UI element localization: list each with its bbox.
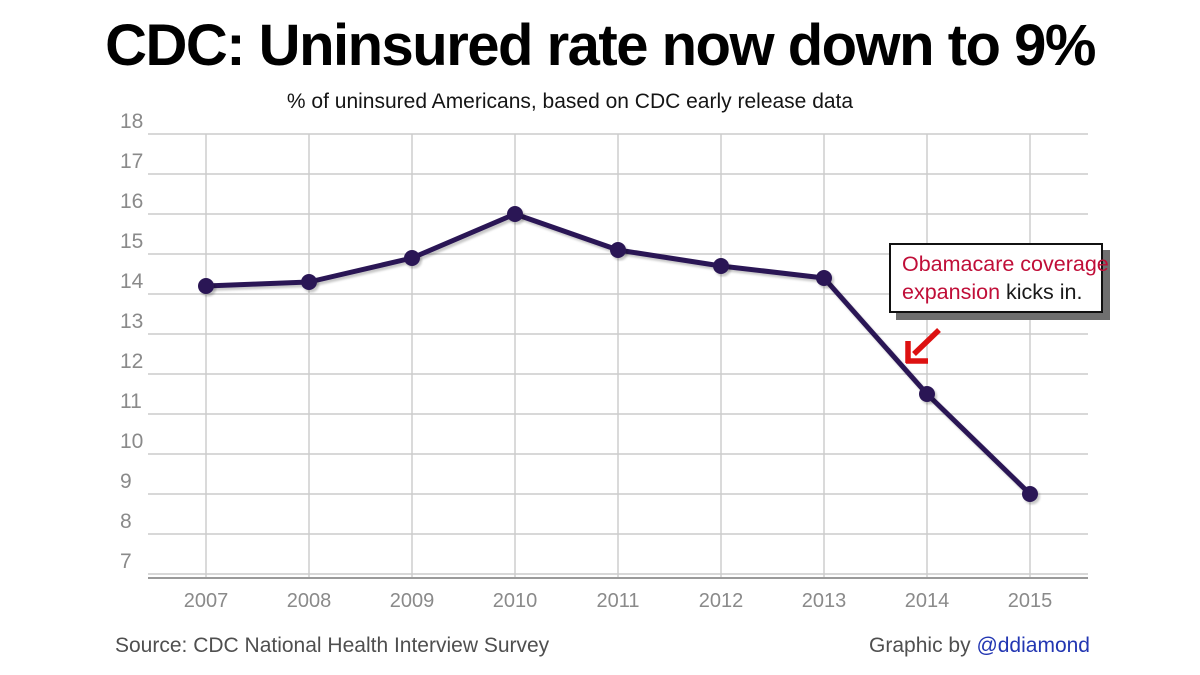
x-tick-label: 2015	[1008, 590, 1053, 612]
chart-subtitle: % of uninsured Americans, based on CDC e…	[286, 90, 854, 113]
y-tick-label: 13	[120, 310, 143, 333]
data-point	[919, 386, 935, 402]
y-tick-label: 17	[120, 150, 143, 173]
annotation-line1: Obamacare coverage	[902, 252, 1109, 276]
annotation-line2-black: kicks in.	[1000, 280, 1083, 304]
data-point	[198, 278, 214, 294]
x-tick-label: 2007	[184, 590, 229, 612]
y-tick-label: 15	[120, 230, 143, 253]
annotation-box: Obamacare coverage expansion kicks in.	[889, 243, 1109, 313]
y-tick-label: 18	[120, 110, 143, 133]
data-point	[816, 270, 832, 286]
x-tick-label: 2010	[493, 590, 538, 612]
annotation-line2-red: expansion	[902, 280, 1001, 304]
data-point	[610, 242, 626, 258]
y-tick-label: 8	[120, 510, 132, 533]
y-tick-label: 7	[120, 550, 132, 573]
x-tick-label: 2014	[905, 590, 950, 612]
x-tick-label: 2013	[802, 590, 847, 612]
x-tick-label: 2011	[596, 590, 639, 612]
y-tick-label: 16	[120, 190, 143, 213]
data-point	[507, 206, 523, 222]
y-tick-label: 11	[120, 390, 142, 413]
x-tick-label: 2008	[287, 590, 332, 612]
page-title: CDC: Uninsured rate now down to 9%	[105, 13, 1096, 78]
credit-handle: @ddiamond	[976, 634, 1090, 657]
y-tick-label: 9	[120, 470, 132, 493]
data-point	[404, 250, 420, 266]
data-point	[1022, 486, 1038, 502]
y-tick-label: 14	[120, 270, 144, 293]
credit-prefix: Graphic by	[869, 634, 977, 657]
x-tick-label: 2012	[699, 590, 744, 612]
source-note: Source: CDC National Health Interview Su…	[115, 634, 550, 657]
data-point	[301, 274, 317, 290]
annotation-arrow-icon	[905, 328, 941, 364]
x-tick-label: 2009	[390, 590, 435, 612]
y-tick-label: 10	[120, 430, 143, 453]
credit-note: Graphic by @ddiamond	[869, 634, 1090, 658]
y-tick-label: 12	[120, 350, 143, 373]
data-point	[713, 258, 729, 274]
